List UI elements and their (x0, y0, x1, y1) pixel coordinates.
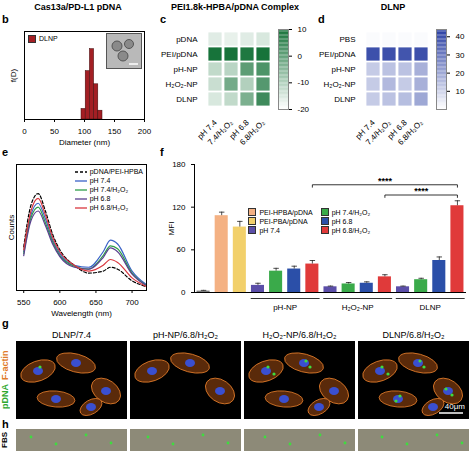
svg-text:H₂O₂-NP: H₂O₂-NP (324, 80, 356, 89)
svg-text:DLNP: DLNP (334, 95, 355, 104)
svg-text:700: 700 (125, 298, 139, 307)
svg-text:f(D): f(D) (9, 69, 18, 83)
svg-text:pH 6.8: pH 6.8 (385, 118, 409, 142)
html-text:b: b (2, 13, 9, 25)
svg-text:6.8/H₂O₂: 6.8/H₂O₂ (396, 118, 425, 147)
svg-text:7.4/H₂O₂: 7.4/H₂O₂ (364, 118, 393, 147)
svg-text:10: 10 (298, 25, 307, 34)
html-text:pH 6.8/H₂O₂: pH 6.8/H₂O₂ (89, 204, 129, 211)
html-text:pH 7.4/H₂O₂: pH 7.4/H₂O₂ (331, 208, 371, 216)
svg-text:550: 550 (17, 298, 31, 307)
svg-text:pH-NP: pH-NP (331, 65, 355, 74)
svg-text:pH 7.4: pH 7.4 (195, 118, 219, 142)
html-text:DLNP/7.4: DLNP/7.4 (52, 330, 91, 340)
svg-text:6.8/H₂O₂: 6.8/H₂O₂ (238, 118, 267, 147)
svg-text:H₂O₂-NP: H₂O₂-NP (342, 303, 374, 312)
html-text:PEI1.8k-HPBA/pDNA Complex: PEI1.8k-HPBA/pDNA Complex (170, 2, 300, 12)
svg-text:0: 0 (22, 127, 27, 136)
svg-text:60: 60 (177, 245, 186, 254)
svg-text:150: 150 (108, 127, 122, 136)
html-text:pH 6.8: pH 6.8 (89, 195, 111, 202)
svg-text:pH-NP: pH-NP (273, 303, 297, 312)
html-text:PEI-PBA/pDNA: PEI-PBA/pDNA (259, 217, 308, 225)
svg-text:100: 100 (78, 127, 92, 136)
html-text:h: h (2, 418, 9, 430)
html-text:pH 7.4: pH 7.4 (259, 226, 280, 234)
svg-text:600: 600 (53, 298, 67, 307)
svg-text:H₂O₂-NP: H₂O₂-NP (166, 80, 198, 89)
svg-text:PEI/pDNA: PEI/pDNA (161, 50, 198, 59)
svg-text:pDNA: pDNA (176, 35, 198, 44)
svg-text:-10: -10 (298, 78, 310, 87)
svg-text:10: 10 (456, 87, 465, 96)
svg-text:DLNP: DLNP (420, 303, 441, 312)
html-text:e: e (2, 146, 9, 158)
svg-text:Counts: Counts (7, 215, 16, 240)
svg-text:40: 40 (456, 32, 465, 41)
html-text:pH 7.4/H₂O₂: pH 7.4/H₂O₂ (89, 186, 129, 193)
svg-text:0: 0 (181, 288, 186, 297)
svg-text:Diameter (nm): Diameter (nm) (59, 138, 110, 147)
html-text:c: c (160, 13, 167, 25)
svg-text:pH 7.4: pH 7.4 (353, 118, 377, 142)
html-text:F-actin: F-actin (0, 350, 10, 381)
svg-text:40μm: 40μm (445, 402, 466, 411)
svg-text:****: **** (378, 176, 393, 186)
html-text:DLNP/6.8/H₂O₂: DLNP/6.8/H₂O₂ (382, 330, 445, 340)
svg-text:30: 30 (456, 51, 465, 60)
html-text:d: d (318, 13, 325, 25)
svg-text:20: 20 (456, 69, 465, 78)
html-text:g: g (2, 317, 9, 329)
svg-text:650: 650 (89, 298, 103, 307)
html-text:pH 6.8: pH 6.8 (331, 217, 353, 225)
html-text:pH-NP/6.8/H₂O₂: pH-NP/6.8/H₂O₂ (153, 330, 218, 340)
html-text:FBS: FBS (0, 432, 9, 448)
html-text:pH 7.4: pH 7.4 (89, 177, 111, 184)
html-text:pDNA/PEI-HPBA: pDNA/PEI-HPBA (89, 168, 143, 175)
svg-text:MFI: MFI (167, 222, 176, 236)
svg-text:PBS: PBS (339, 35, 355, 44)
html-text:H₂O₂-NP/6.8/H₂O₂: H₂O₂-NP/6.8/H₂O₂ (262, 330, 337, 340)
svg-text:200: 200 (138, 127, 152, 136)
svg-text:DLNP: DLNP (176, 95, 197, 104)
html-text:Cas13a/PD-L1 pDNA: Cas13a/PD-L1 pDNA (34, 2, 122, 12)
svg-text:****: **** (414, 186, 429, 196)
svg-text:120: 120 (172, 203, 186, 212)
svg-text:0: 0 (298, 52, 303, 61)
svg-text:180: 180 (172, 160, 186, 169)
svg-text:PEI/pDNA: PEI/pDNA (319, 50, 356, 59)
html-text:DLNP: DLNP (380, 2, 406, 12)
html-text:DLNP: DLNP (39, 35, 58, 42)
html-text:pDNA: pDNA (0, 384, 10, 410)
html-text:PEI-HPBA/pDNA: PEI-HPBA/pDNA (259, 208, 313, 216)
svg-text:-20: -20 (298, 105, 310, 114)
svg-text:pH-NP: pH-NP (173, 65, 197, 74)
svg-text:Wavelength (nm): Wavelength (nm) (51, 309, 112, 318)
html-text:pH 6.8/H₂O₂: pH 6.8/H₂O₂ (331, 226, 371, 234)
html-text:f: f (160, 146, 164, 158)
svg-text:7.4/H₂O₂: 7.4/H₂O₂ (206, 118, 235, 147)
svg-text:50: 50 (50, 127, 59, 136)
svg-text:pH 6.8: pH 6.8 (227, 118, 251, 142)
